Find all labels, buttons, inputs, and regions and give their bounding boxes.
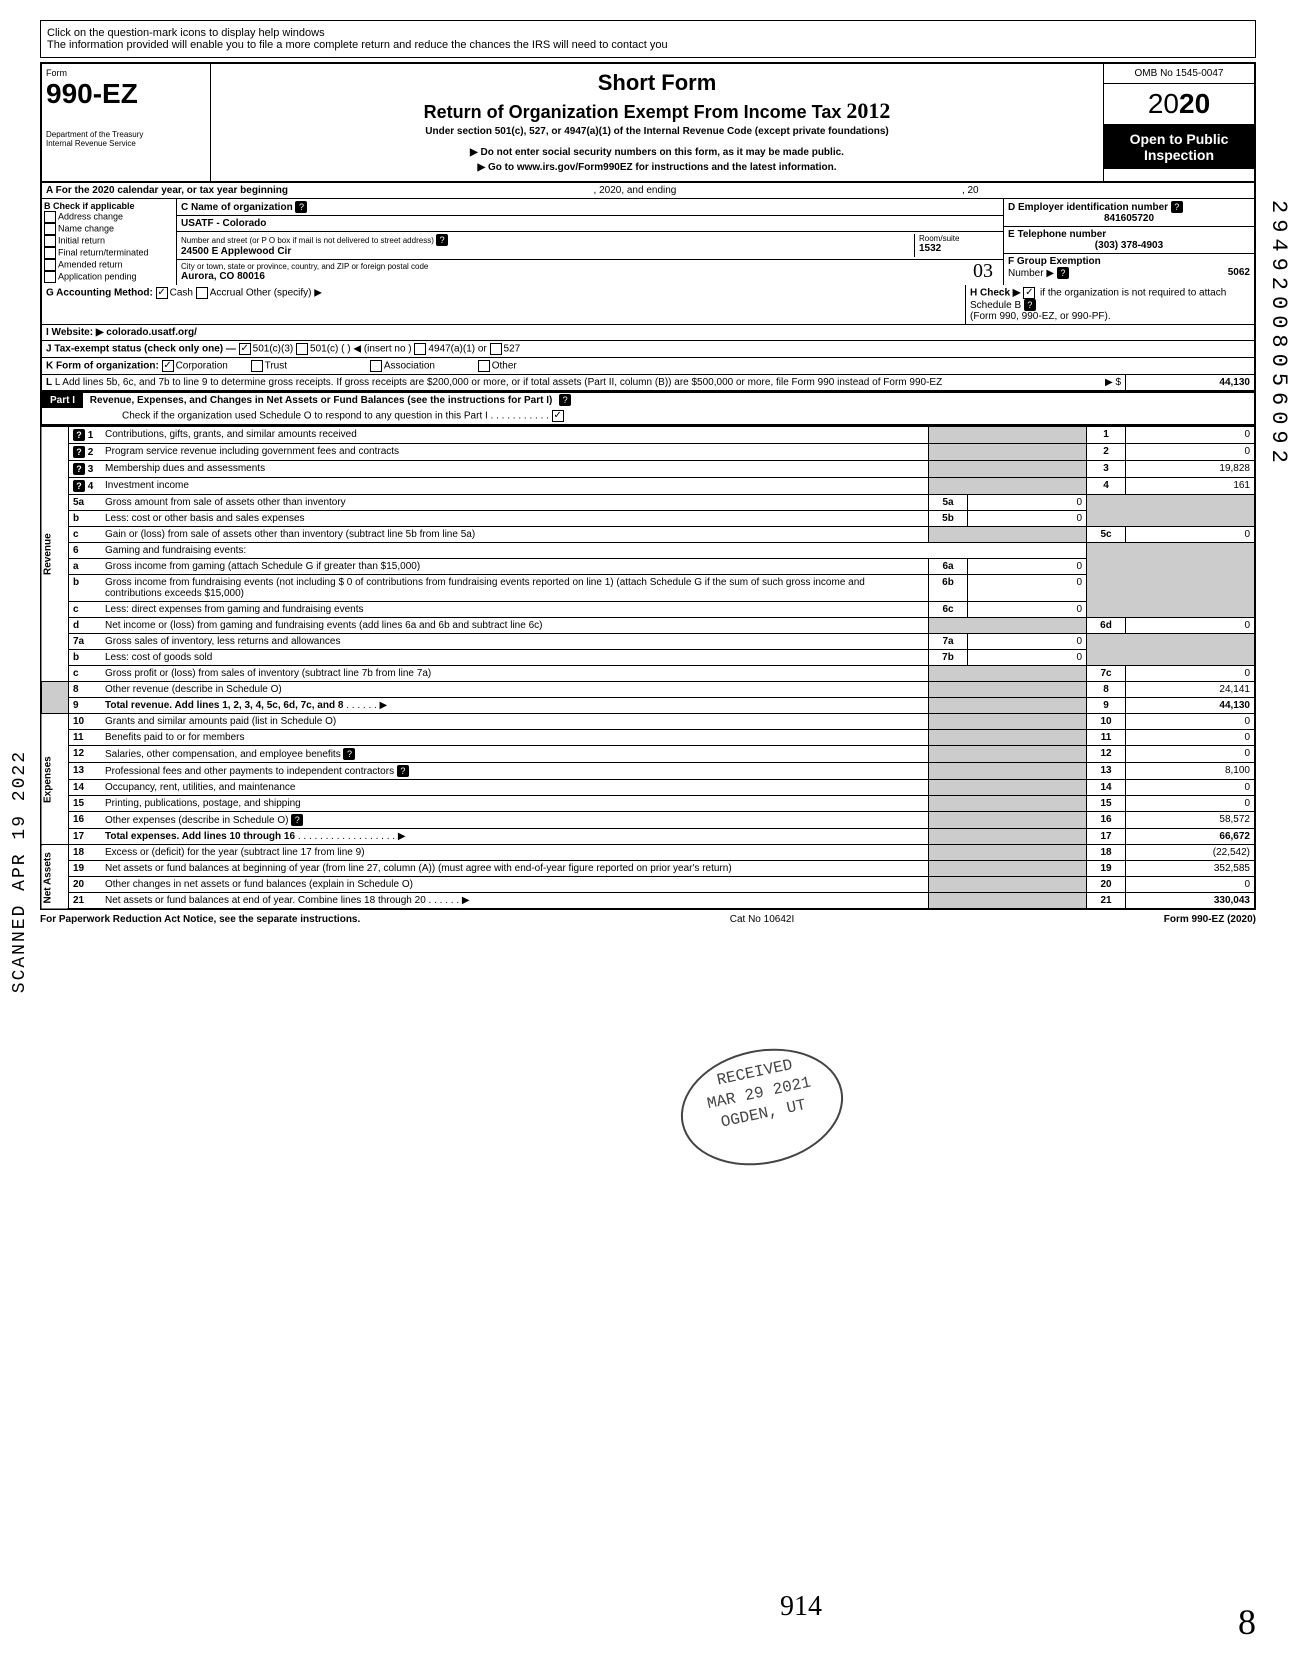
hint-line1: Click on the question-mark icons to disp… xyxy=(47,27,1249,39)
part-label: Part I xyxy=(42,393,83,408)
checkbox-assoc[interactable] xyxy=(370,360,382,372)
vlabel-netassets: Net Assets xyxy=(41,845,69,910)
checkbox-final[interactable] xyxy=(44,247,56,259)
checkbox-initial[interactable] xyxy=(44,235,56,247)
dept-line2: Internal Revenue Service xyxy=(46,139,206,148)
part1-header: Part I Revenue, Expenses, and Changes in… xyxy=(40,392,1256,426)
box-de: D Employer identification number ? 84160… xyxy=(1004,199,1254,285)
vlabel-revenue: Revenue xyxy=(41,427,69,682)
checkbox-trust[interactable] xyxy=(251,360,263,372)
checkbox-527[interactable] xyxy=(490,343,502,355)
checkbox-501c3[interactable] xyxy=(239,343,251,355)
help-icon[interactable]: ? xyxy=(1024,299,1036,311)
received-stamp: RECEIVEDMAR 29 2021OGDEN, UT xyxy=(670,1034,854,1180)
checkbox-address[interactable] xyxy=(44,211,56,223)
form-subtitle: Return of Organization Exempt From Incom… xyxy=(219,98,1095,124)
help-icon[interactable]: ? xyxy=(1171,201,1183,213)
tax-year: 2020 xyxy=(1104,84,1254,125)
room: 1532 xyxy=(919,243,999,254)
note-ssn: ▶ Do not enter social security numbers o… xyxy=(219,147,1095,158)
checkbox-accrual[interactable] xyxy=(196,287,208,299)
checkbox-pending[interactable] xyxy=(44,271,56,283)
footer-right: Form 990-EZ (2020) xyxy=(1164,914,1256,925)
row-g-h: G Accounting Method: Cash Accrual Other … xyxy=(40,285,1256,325)
header-grid: B Check if applicable Address change Nam… xyxy=(40,199,1256,285)
open-inspection: Open to PublicInspection xyxy=(1104,125,1254,169)
row-a: A For the 2020 calendar year, or tax yea… xyxy=(40,183,1256,199)
row-k: K Form of organization: Corporation Trus… xyxy=(40,358,1256,375)
row-l: L L Add lines 5b, 6c, and 7b to line 9 t… xyxy=(40,375,1256,392)
checkbox-4947[interactable] xyxy=(414,343,426,355)
form-prefix: Form xyxy=(46,68,206,78)
note-goto: ▶ Go to www.irs.gov/Form990EZ for instru… xyxy=(219,162,1095,173)
checkbox-corp[interactable] xyxy=(162,360,174,372)
box-b: B Check if applicable Address change Nam… xyxy=(42,199,177,285)
form-number: 990-EZ xyxy=(46,78,206,110)
hand-914: 914 xyxy=(780,1591,822,1623)
city: Aurora, CO 80016 xyxy=(181,271,999,282)
phone: (303) 378-4903 xyxy=(1008,240,1250,251)
group-exemption: 5062 xyxy=(1228,267,1250,278)
help-icon[interactable]: ? xyxy=(295,201,307,213)
side-number: 29492008056092 xyxy=(1266,200,1291,469)
form-title: Short Form xyxy=(219,70,1095,96)
help-icon[interactable]: ? xyxy=(1057,267,1069,279)
part-title: Revenue, Expenses, and Changes in Net As… xyxy=(86,393,557,408)
ein: 841605720 xyxy=(1008,213,1250,224)
footer-mid: Cat No 10642I xyxy=(730,914,795,925)
row-i: I Website: ▶ colorado.usatf.org/ xyxy=(40,325,1256,341)
lines-table: Revenue ? 1Contributions, gifts, grants,… xyxy=(40,426,1256,910)
website: colorado.usatf.org/ xyxy=(106,327,197,338)
form-header: Form 990-EZ Department of the Treasury I… xyxy=(40,62,1256,183)
checkbox-501c[interactable] xyxy=(296,343,308,355)
gross-receipts: 44,130 xyxy=(1125,375,1254,390)
scanned-stamp: SCANNED APR 19 2022 xyxy=(10,750,30,993)
checkbox-other[interactable] xyxy=(478,360,490,372)
omb-number: OMB No 1545-0047 xyxy=(1104,64,1254,84)
under-section: Under section 501(c), 527, or 4947(a)(1)… xyxy=(219,126,1095,137)
footer-left: For Paperwork Reduction Act Notice, see … xyxy=(40,914,360,925)
checkbox-cash[interactable] xyxy=(156,287,168,299)
org-name: USATF - Colorado xyxy=(177,216,1003,232)
checkbox-amended[interactable] xyxy=(44,259,56,271)
checkbox-name[interactable] xyxy=(44,223,56,235)
checkbox-sched-o[interactable] xyxy=(552,410,564,422)
hand-03: 03 xyxy=(973,260,993,283)
street: 24500 E Applewood Cir xyxy=(181,246,914,257)
dept-line1: Department of the Treasury xyxy=(46,130,206,139)
box-c: C Name of organization ? USATF - Colorad… xyxy=(177,199,1004,285)
checkbox-sched-b[interactable] xyxy=(1023,287,1035,299)
help-icon[interactable]: ? xyxy=(559,394,571,406)
vlabel-expenses: Expenses xyxy=(41,714,69,845)
hand-8: 8 xyxy=(1238,1601,1256,1643)
page-footer: For Paperwork Reduction Act Notice, see … xyxy=(40,910,1256,929)
help-icon[interactable]: ? xyxy=(436,234,448,246)
row-j: J Tax-exempt status (check only one) — 5… xyxy=(40,341,1256,358)
hint-line2: The information provided will enable you… xyxy=(47,39,1249,51)
hand-year: 2012 xyxy=(846,98,890,123)
hint-box: Click on the question-mark icons to disp… xyxy=(40,20,1256,58)
